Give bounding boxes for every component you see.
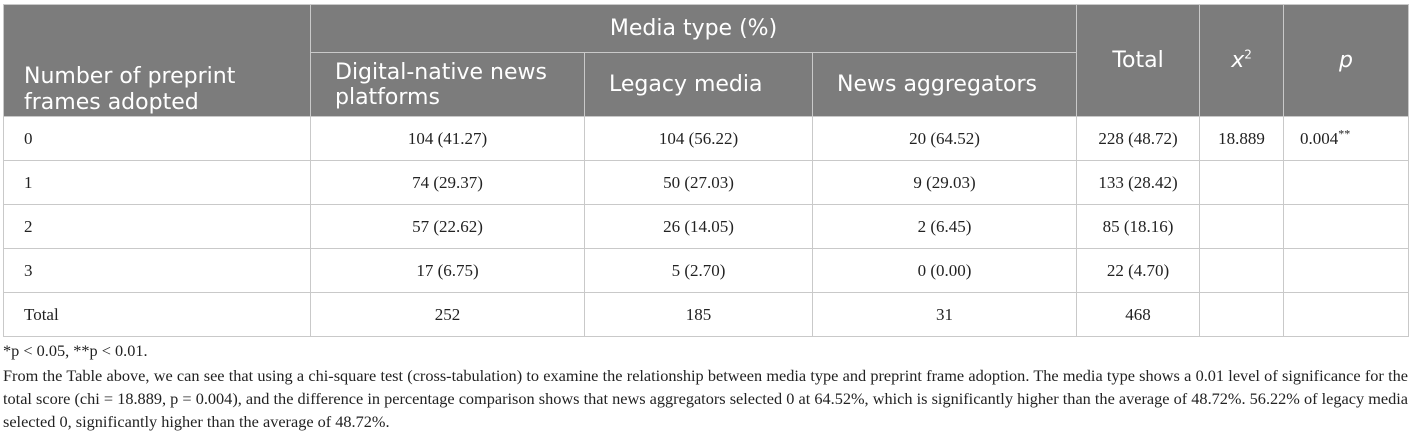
cell-aggregators: 31 — [811, 292, 1078, 337]
cell-legacy: 26 (14.05) — [584, 204, 813, 249]
interpretation-paragraph: From the Table above, we can see that us… — [3, 366, 1408, 431]
cell-legacy: 185 — [584, 292, 813, 337]
digital-header-cell: Digital-native news platforms — [310, 52, 585, 117]
cell-chi — [1199, 160, 1285, 205]
table-body: 0 104 (41.27) 104 (56.22) 20 (64.52) 228… — [3, 116, 1410, 337]
cell-chi: 18.889 — [1199, 116, 1285, 161]
cell-digital: 104 (41.27) — [310, 116, 585, 161]
cell-chi — [1199, 204, 1285, 249]
row-label: 3 — [3, 248, 311, 293]
cell-chi — [1199, 248, 1285, 293]
cell-total: 228 (48.72) — [1076, 116, 1201, 161]
cell-digital: 17 (6.75) — [310, 248, 585, 293]
row-header: Number of preprint frames adopted — [24, 64, 236, 115]
media-type-table: Number of preprint frames adopted Media … — [3, 4, 1410, 337]
cell-p — [1283, 292, 1410, 337]
legacy-header: Legacy media — [609, 72, 763, 97]
digital-header: Digital-native news platforms — [335, 59, 547, 110]
table-row: 2 57 (22.62) 26 (14.05) 2 (6.45) 85 (18.… — [3, 204, 1410, 249]
significance-footnote: *p < 0.05, **p < 0.01. — [3, 341, 148, 360]
cell-p: 0.004** — [1283, 116, 1410, 161]
p-header-cell: p — [1283, 4, 1410, 117]
p-header: p — [1339, 48, 1354, 73]
total-header-cell: Total — [1076, 4, 1201, 117]
legacy-header-cell: Legacy media — [584, 52, 813, 117]
table-notes: *p < 0.05, **p < 0.01. From the Table ab… — [3, 339, 1408, 433]
row-label: 0 — [3, 116, 311, 161]
table-header: Number of preprint frames adopted Media … — [3, 4, 1410, 117]
chi-exponent: 2 — [1244, 47, 1252, 62]
cell-p — [1283, 204, 1410, 249]
table-row: 0 104 (41.27) 104 (56.22) 20 (64.52) 228… — [3, 116, 1410, 161]
cell-legacy: 104 (56.22) — [584, 116, 813, 161]
table-row: 1 74 (29.37) 50 (27.03) 9 (29.03) 133 (2… — [3, 160, 1410, 205]
chi-symbol: x — [1231, 48, 1245, 73]
cell-legacy: 5 (2.70) — [584, 248, 813, 293]
total-header: Total — [1112, 48, 1164, 73]
row-label: Total — [3, 292, 311, 337]
chi-header-cell: x2 — [1199, 4, 1285, 117]
aggregators-header: News aggregators — [837, 72, 1037, 97]
cell-digital: 74 (29.37) — [310, 160, 585, 205]
row-label: 1 — [3, 160, 311, 205]
cell-aggregators: 20 (64.52) — [811, 116, 1078, 161]
cell-legacy: 50 (27.03) — [584, 160, 813, 205]
group-header-cell: Media type (%) — [309, 4, 1078, 53]
p-value: 0.004 — [1300, 128, 1339, 148]
row-header-cell: Number of preprint frames adopted — [3, 4, 311, 117]
cell-aggregators: 2 (6.45) — [811, 204, 1078, 249]
cell-digital: 57 (22.62) — [310, 204, 585, 249]
table-row-total: Total 252 185 31 468 — [3, 292, 1410, 337]
aggregators-header-cell: News aggregators — [811, 52, 1078, 117]
group-header: Media type (%) — [609, 16, 778, 41]
cell-aggregators: 0 (0.00) — [811, 248, 1078, 293]
cell-p — [1283, 160, 1410, 205]
cell-total: 468 — [1076, 292, 1201, 337]
cell-aggregators: 9 (29.03) — [811, 160, 1078, 205]
p-significance: ** — [1338, 125, 1351, 140]
table-row: 3 17 (6.75) 5 (2.70) 0 (0.00) 22 (4.70) — [3, 248, 1410, 293]
cell-digital: 252 — [310, 292, 585, 337]
cell-total: 133 (28.42) — [1076, 160, 1201, 205]
cell-p — [1283, 248, 1410, 293]
cell-total: 85 (18.16) — [1076, 204, 1201, 249]
row-label: 2 — [3, 204, 311, 249]
cell-chi — [1199, 292, 1285, 337]
cell-total: 22 (4.70) — [1076, 248, 1201, 293]
